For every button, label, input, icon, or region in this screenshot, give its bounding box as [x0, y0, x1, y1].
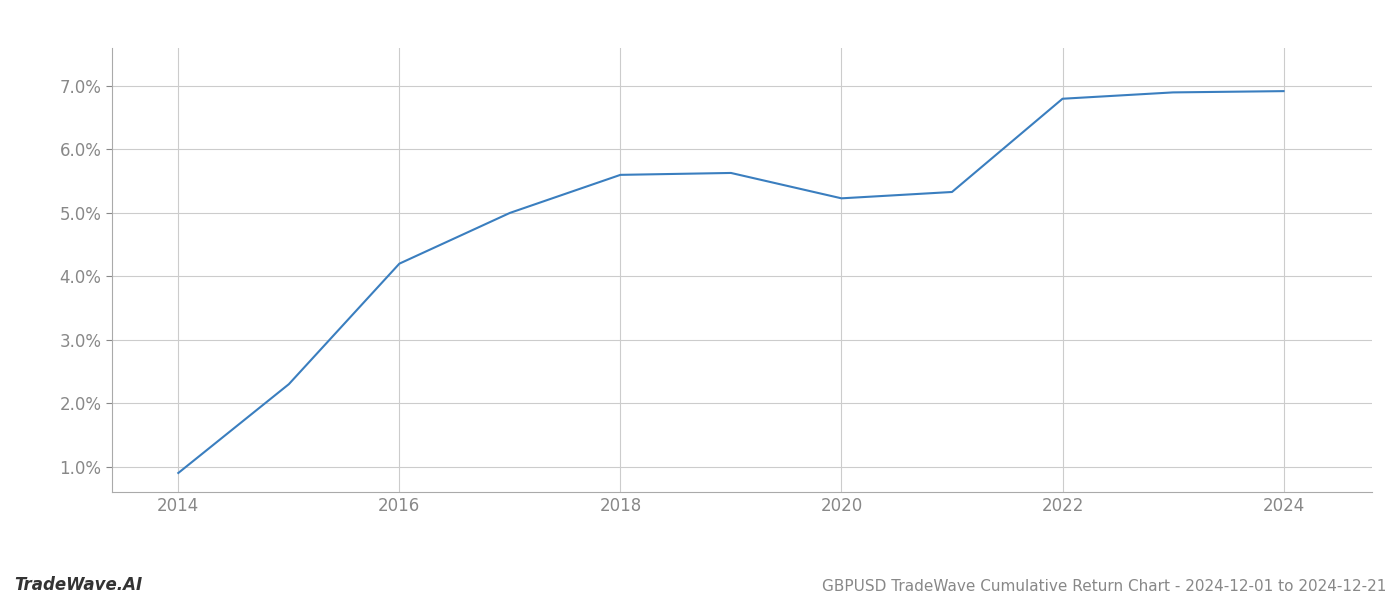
Text: TradeWave.AI: TradeWave.AI [14, 576, 143, 594]
Text: GBPUSD TradeWave Cumulative Return Chart - 2024-12-01 to 2024-12-21: GBPUSD TradeWave Cumulative Return Chart… [822, 579, 1386, 594]
